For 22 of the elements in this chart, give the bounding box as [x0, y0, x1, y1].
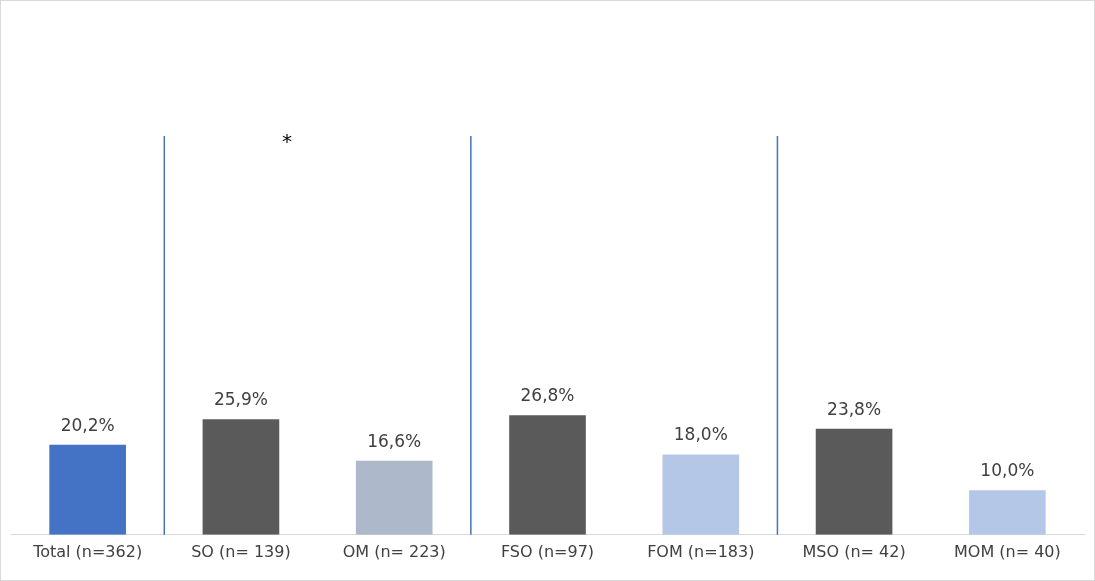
x-tick-label: SO (n= 139) — [191, 541, 291, 561]
x-tick-label: Total (n=362) — [32, 541, 143, 561]
data-label: 23,8% — [827, 398, 882, 419]
data-label: 20,2% — [60, 414, 115, 435]
x-tick-label: MOM (n= 40) — [953, 541, 1061, 561]
text: * — [281, 129, 292, 154]
x-tick-label: OM (n= 223) — [342, 541, 446, 561]
data-label: 25,9% — [213, 389, 268, 410]
data-label: 10,0% — [980, 460, 1035, 481]
bar — [355, 460, 433, 535]
x-tick-label: FSO (n=97) — [500, 541, 595, 561]
bar — [49, 444, 126, 535]
bar — [969, 490, 1046, 535]
data-label: 26,8% — [520, 385, 575, 406]
data-label: 18,0% — [673, 424, 728, 445]
bar — [815, 428, 893, 535]
x-tick-label: FOM (n=183) — [647, 541, 755, 561]
data-label: 16,6% — [367, 430, 422, 451]
bar — [662, 454, 740, 535]
x-tick-label: MSO (n= 42) — [802, 541, 906, 561]
bar — [202, 419, 280, 535]
bar — [509, 415, 586, 535]
